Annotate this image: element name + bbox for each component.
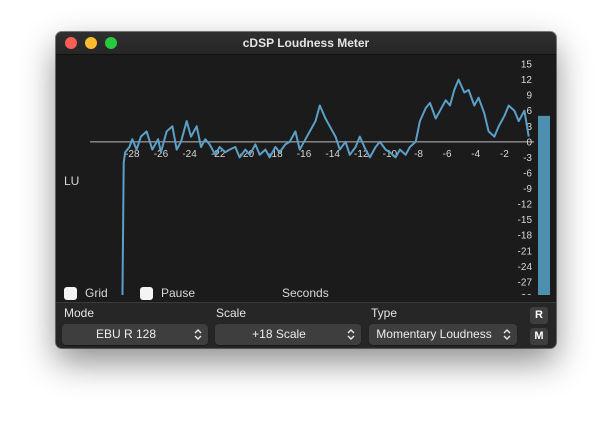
y-tick-label: -18 bbox=[518, 231, 533, 242]
grid-checkbox-box[interactable] bbox=[64, 286, 77, 300]
y-tick-label: -9 bbox=[523, 184, 532, 195]
scale-chevron-icon bbox=[347, 329, 355, 340]
x-tick-label: -10 bbox=[383, 149, 398, 160]
pause-checkbox[interactable]: Pause bbox=[140, 286, 195, 300]
x-tick-label: -24 bbox=[182, 149, 197, 160]
type-chevron-icon bbox=[503, 329, 511, 340]
y-tick-label: 6 bbox=[526, 106, 532, 117]
scale-select-value: +18 Scale bbox=[252, 327, 306, 341]
y-tick-label: -21 bbox=[518, 246, 533, 257]
lu-axis-label: LU bbox=[64, 174, 80, 188]
x-tick-label: -22 bbox=[211, 149, 226, 160]
scale-label: Scale bbox=[216, 306, 247, 320]
mode-label: Mode bbox=[64, 306, 95, 320]
y-tick-label: 3 bbox=[526, 122, 532, 133]
type-select[interactable]: Momentary Loudness bbox=[369, 324, 517, 345]
maximize-traffic-light-icon[interactable] bbox=[105, 37, 117, 49]
x-tick-label: -4 bbox=[471, 149, 480, 160]
x-tick-label: -2 bbox=[500, 149, 509, 160]
x-tick-label: -14 bbox=[325, 149, 340, 160]
y-tick-label: 0 bbox=[526, 137, 532, 148]
y-tick-label: -15 bbox=[518, 215, 533, 226]
grid-checkbox-label: Grid bbox=[85, 286, 108, 300]
y-tick-label: -6 bbox=[523, 168, 532, 179]
x-tick-label: -28 bbox=[125, 149, 140, 160]
mode-chevron-icon bbox=[194, 329, 202, 340]
title-bar: cDSP Loudness Meter bbox=[56, 32, 556, 55]
y-tick-label: -30 bbox=[518, 293, 533, 295]
mode-select[interactable]: EBU R 128 bbox=[62, 324, 208, 345]
y-tick-label: 15 bbox=[521, 60, 533, 71]
loudness-meter-window: cDSP Loudness Meter -28 -26 -24 -22 -20 -18 -1… bbox=[56, 32, 556, 348]
reset-r-button[interactable]: R bbox=[530, 307, 548, 324]
mode-select-value: EBU R 128 bbox=[95, 327, 157, 341]
y-tick-label: 12 bbox=[521, 75, 533, 86]
x-tick-label: -6 bbox=[443, 149, 452, 160]
loudness-series-line bbox=[121, 78, 530, 295]
m-button[interactable]: M bbox=[530, 328, 548, 345]
x-tick-label: -12 bbox=[354, 149, 369, 160]
y-tick-label: -3 bbox=[523, 153, 532, 164]
seconds-axis-label: Seconds bbox=[282, 286, 329, 300]
x-tick-label: -20 bbox=[240, 149, 255, 160]
x-tick-label: -16 bbox=[297, 149, 312, 160]
grid-checkbox[interactable]: Grid bbox=[64, 286, 108, 300]
y-tick-label: -24 bbox=[518, 262, 533, 273]
level-meter-bar bbox=[538, 115, 550, 295]
x-tick-label: -18 bbox=[268, 149, 283, 160]
close-traffic-light-icon[interactable] bbox=[65, 37, 77, 49]
type-label: Type bbox=[371, 306, 398, 320]
x-tick-label: -8 bbox=[414, 149, 423, 160]
pause-checkbox-label: Pause bbox=[161, 286, 196, 300]
x-tick-label: -26 bbox=[154, 149, 169, 160]
y-tick-label: -12 bbox=[518, 200, 533, 211]
y-tick-label: -27 bbox=[518, 277, 533, 288]
window-title: cDSP Loudness Meter bbox=[242, 36, 370, 50]
y-tick-label: 9 bbox=[526, 91, 532, 102]
pause-checkbox-box[interactable] bbox=[140, 286, 153, 300]
loudness-plot: -28 -26 -24 -22 -20 -18 -16 -14 -12 -10 -8 -6 -4 -2 1… bbox=[90, 60, 550, 295]
minimize-traffic-light-icon[interactable] bbox=[85, 37, 97, 49]
controls-panel: Mode Scale Type EBU R 128 +18 Scale Mome… bbox=[56, 302, 556, 348]
type-select-value: Momentary Loudness bbox=[376, 327, 492, 341]
scale-select[interactable]: +18 Scale bbox=[215, 324, 361, 345]
